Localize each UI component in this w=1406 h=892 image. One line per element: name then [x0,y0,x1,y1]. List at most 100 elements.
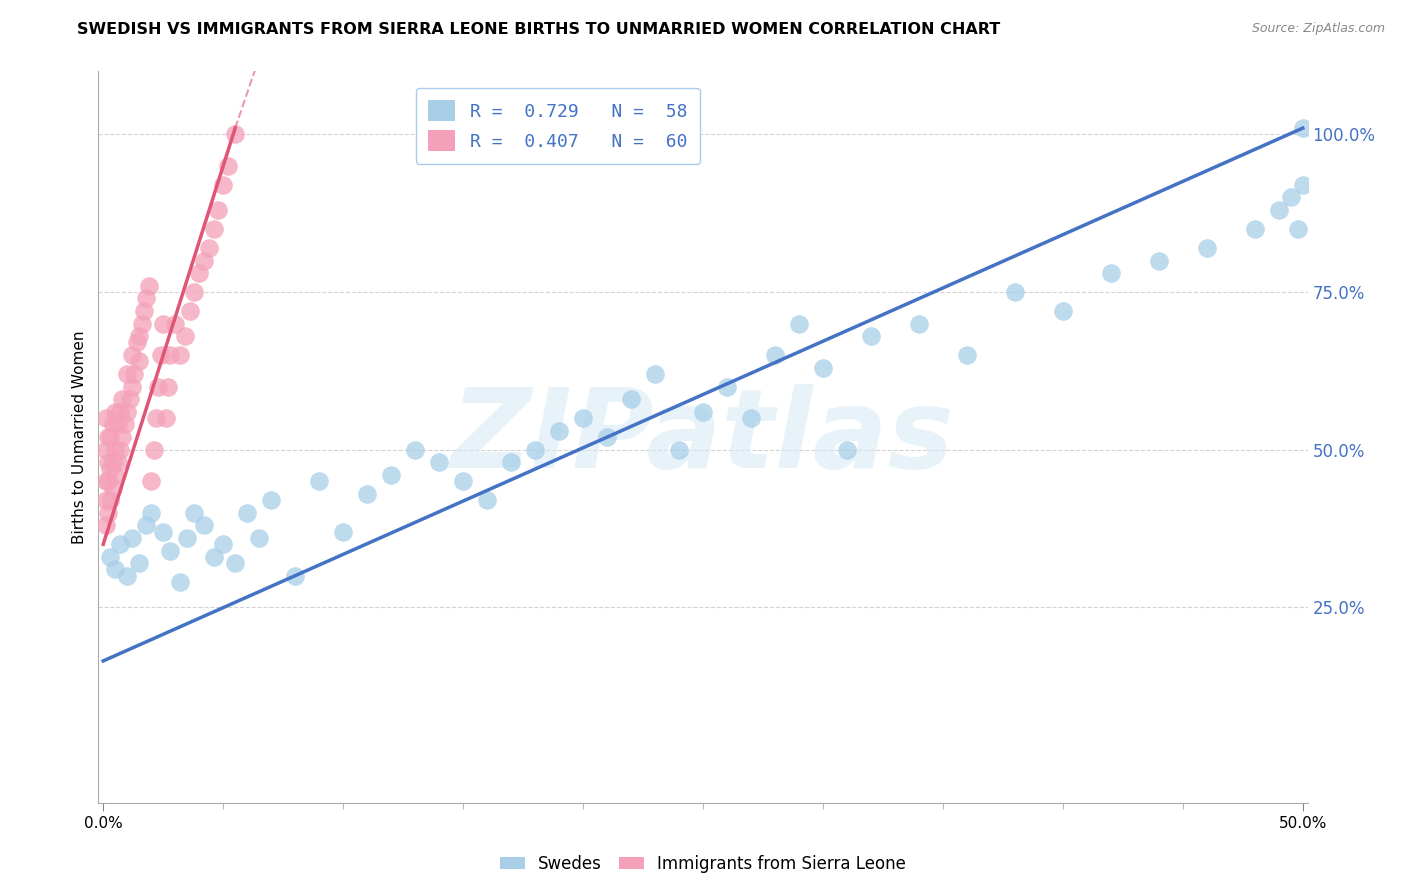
Point [197,241,219,255]
Point [135,518,157,533]
Point [97,455,120,469]
Point [121,379,143,393]
Point [148,379,170,393]
Point [165,317,187,331]
Point [193,253,215,268]
Point [1286,222,1309,236]
Point [475,493,498,508]
Point [94,411,117,425]
Point [332,524,354,539]
Point [499,455,522,469]
Point [94,518,117,533]
Point [1292,121,1315,136]
Point [97,506,120,520]
Point [101,481,124,495]
Point [644,367,666,381]
Point [173,329,195,343]
Point [284,569,307,583]
Point [1004,285,1026,299]
Point [100,461,122,475]
Point [202,549,225,564]
Point [131,317,153,331]
Point [668,442,690,457]
Point [596,430,619,444]
Point [100,430,122,444]
Point [159,543,181,558]
Point [121,531,143,545]
Point [380,467,402,482]
Point [169,348,191,362]
Point [159,348,181,362]
Point [104,405,127,419]
Point [141,474,163,488]
Point [1292,178,1315,192]
Text: Source: ZipAtlas.com: Source: ZipAtlas.com [1251,22,1385,36]
Point [169,575,191,590]
Point [692,405,714,419]
Point [149,348,172,362]
Text: ZIPatlas: ZIPatlas [451,384,955,491]
Point [308,474,330,488]
Point [152,317,174,331]
Point [152,524,174,539]
Point [763,348,786,362]
Point [1052,304,1074,318]
Point [94,442,117,457]
Point [188,266,211,280]
Point [356,487,378,501]
Point [108,405,131,419]
Point [524,442,547,457]
Point [179,304,201,318]
Point [142,442,165,457]
Point [908,317,931,331]
Point [128,354,150,368]
Point [835,442,858,457]
Point [1268,203,1291,218]
Point [107,455,129,469]
Point [193,518,215,533]
Point [135,291,157,305]
Point [207,203,229,218]
Point [104,442,127,457]
Point [97,474,120,488]
Point [1099,266,1122,280]
Point [132,304,155,318]
Point [124,367,146,381]
Point [115,569,138,583]
Point [404,442,426,457]
Point [572,411,595,425]
Point [176,531,198,545]
Point [183,506,205,520]
Point [212,537,235,551]
Point [224,128,246,142]
Point [620,392,643,407]
Point [811,360,834,375]
Point [236,506,259,520]
Legend: R =  0.729   N =  58, R =  0.407   N =  60: R = 0.729 N = 58, R = 0.407 N = 60 [416,87,700,164]
Point [260,493,283,508]
Point [1195,241,1218,255]
Point [125,335,148,350]
Point [118,392,141,407]
Point [716,379,738,393]
Point [101,455,124,469]
Point [787,317,810,331]
Point [1147,253,1170,268]
Point [108,537,131,551]
Point [740,411,762,425]
Point [217,159,239,173]
Point [1243,222,1265,236]
Point [427,455,450,469]
Point [212,178,235,192]
Point [104,467,127,482]
Point [104,562,127,576]
Point [859,329,882,343]
Point [155,411,177,425]
Point [94,474,117,488]
Point [141,506,163,520]
Point [145,411,167,425]
Point [451,474,474,488]
Point [97,430,120,444]
Point [956,348,979,362]
Point [115,367,138,381]
